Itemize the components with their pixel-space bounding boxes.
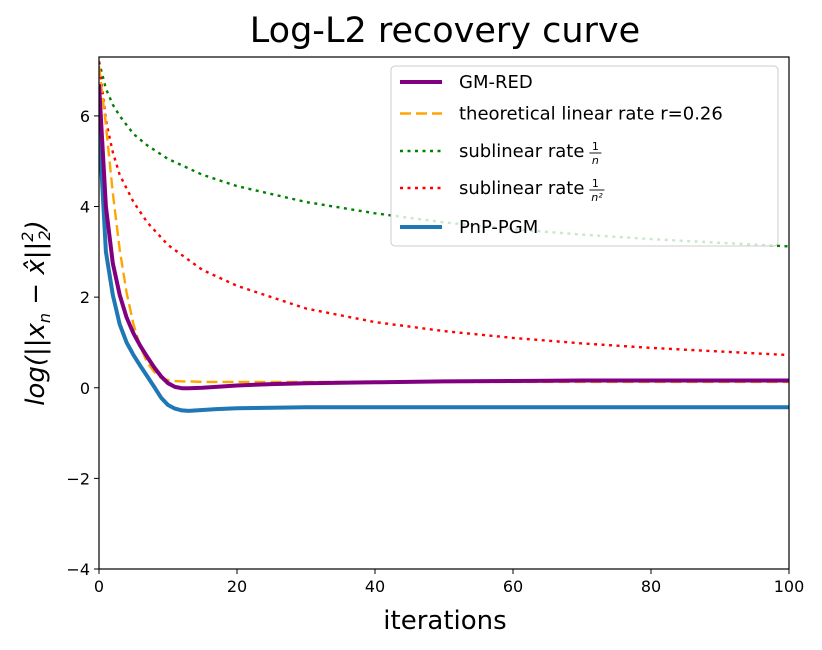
- series-line-0: [99, 84, 789, 391]
- plot-frame: [98, 56, 790, 570]
- x-tick-label: 60: [503, 577, 523, 596]
- y-axis-title: log(||xn − x̂||22): [18, 220, 54, 406]
- legend-fraction-numerator: 1: [592, 177, 599, 190]
- y-tick-label: −4: [66, 560, 90, 579]
- series-line-4: [99, 124, 789, 413]
- legend-label: PnP-PGM: [459, 217, 538, 238]
- svg-text:log(||xn − x̂||22): log(||xn − x̂||22): [18, 220, 54, 406]
- y-axis: −4 −2 0 2 4 6: [66, 107, 99, 579]
- legend-fraction: 1n²: [589, 177, 605, 204]
- x-tick-label: 20: [227, 577, 247, 596]
- legend-fraction-denominator: n: [592, 154, 599, 167]
- x-tick-label: 0: [94, 577, 104, 596]
- x-tick-label: 40: [365, 577, 385, 596]
- legend-fraction-numerator: 1: [592, 140, 599, 153]
- x-axis: 0 20 40 60 80 100: [94, 569, 804, 596]
- y-tick-label: 4: [80, 198, 90, 217]
- chart-title: Log-L2 recovery curve: [250, 11, 640, 51]
- legend-frame: [390, 65, 779, 247]
- legend-label: GM-RED: [459, 72, 533, 93]
- x-axis-title: iterations: [383, 606, 506, 636]
- legend-label: theoretical linear rate r=0.26: [459, 104, 723, 125]
- series-line-3: [99, 61, 789, 357]
- legend-fraction-denominator: n²: [591, 191, 603, 204]
- x-tick-label: 100: [774, 577, 805, 596]
- y-tick-label: −2: [66, 469, 90, 488]
- legend: GM-RED theoretical linear rate r=0.26 subl…: [390, 65, 779, 247]
- y-tick-label: 2: [80, 288, 90, 307]
- legend-label: sublinear rate: [459, 141, 584, 162]
- y-tick-label: 0: [80, 379, 90, 398]
- legend-label: sublinear rate: [459, 178, 584, 199]
- x-tick-label: 80: [641, 577, 661, 596]
- legend-fraction: 1n: [589, 140, 602, 167]
- y-tick-label: 6: [80, 107, 90, 126]
